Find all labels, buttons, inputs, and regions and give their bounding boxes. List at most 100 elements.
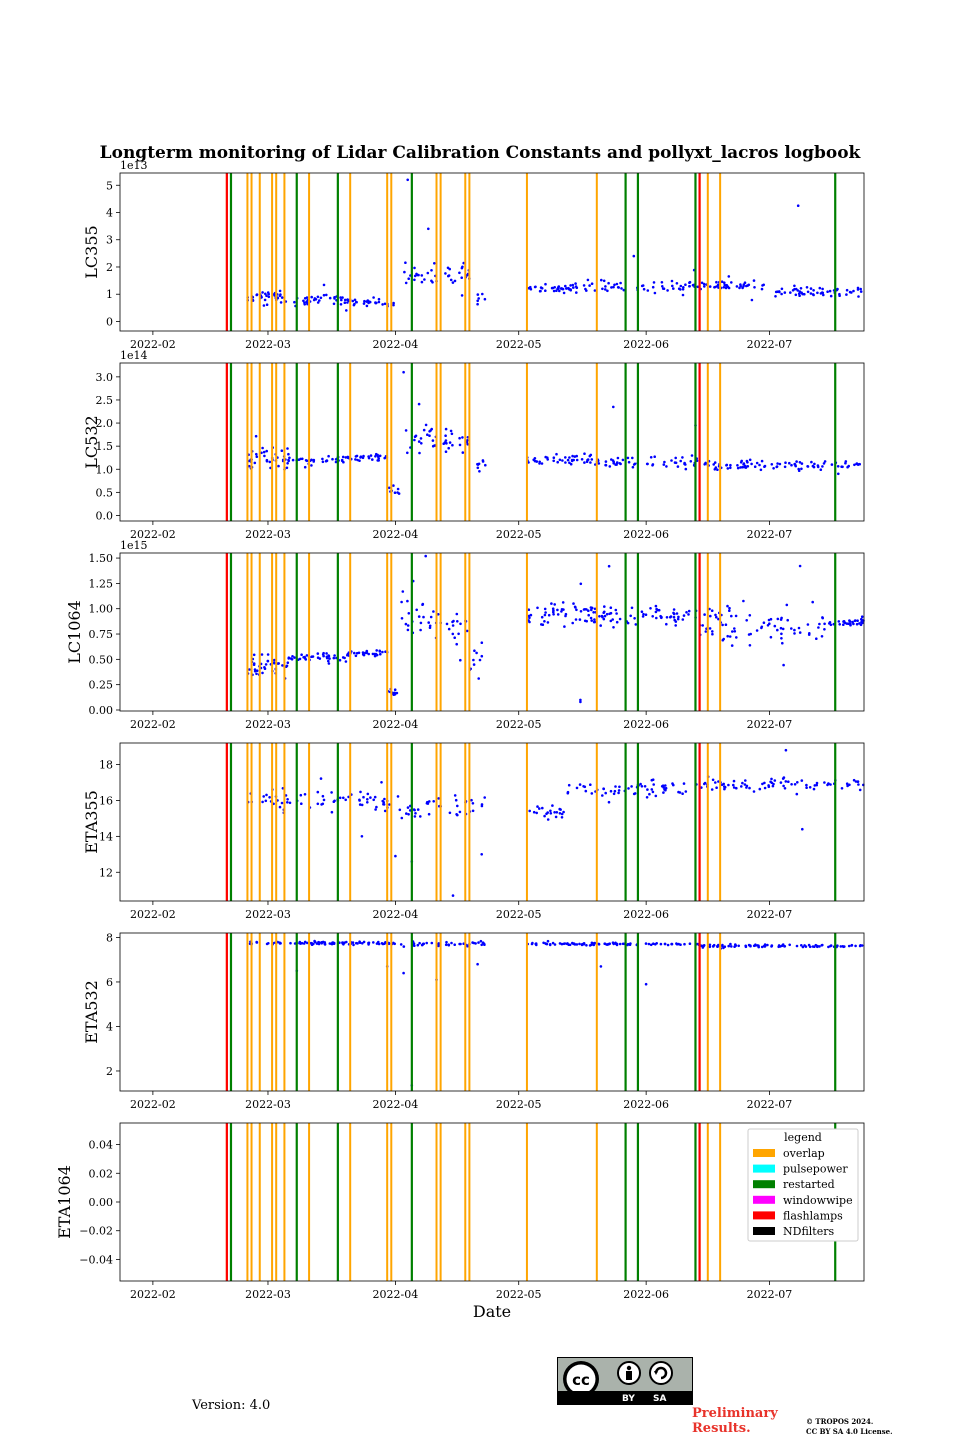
data-point	[760, 287, 764, 291]
data-point	[809, 287, 813, 290]
data-point	[453, 279, 457, 283]
data-point	[790, 627, 793, 630]
data-point	[300, 941, 304, 945]
data-point	[679, 288, 682, 291]
data-point	[770, 463, 774, 466]
data-point	[375, 649, 379, 652]
data-point	[312, 942, 315, 946]
data-point	[553, 811, 556, 814]
data-point	[716, 468, 719, 472]
data-point	[284, 665, 288, 668]
data-point	[268, 460, 272, 464]
y-tick-label: 1.0	[96, 463, 114, 476]
data-point	[558, 289, 561, 293]
data-point	[377, 297, 381, 301]
data-point	[415, 608, 419, 612]
data-point	[554, 815, 558, 819]
y-offset-label: 1e15	[120, 539, 148, 552]
data-point	[745, 784, 749, 788]
data-point	[330, 791, 333, 794]
data-point	[573, 455, 577, 458]
data-point	[648, 792, 651, 796]
data-point	[429, 615, 433, 619]
data-point	[582, 284, 586, 287]
data-point	[538, 462, 541, 465]
data-point	[593, 618, 596, 621]
y-tick-label: 2	[106, 1065, 113, 1078]
data-point	[722, 782, 725, 786]
data-point	[343, 298, 347, 302]
data-point	[809, 292, 813, 295]
data-point	[338, 796, 342, 800]
data-point	[341, 296, 344, 299]
data-point	[612, 942, 615, 946]
data-point	[615, 620, 619, 624]
panel-eta355: 12 14 16 18 2022-02 2022-03 2022-04 2022-05 2022…	[82, 742, 865, 921]
data-point	[600, 278, 603, 282]
data-point	[356, 942, 359, 945]
data-point	[798, 564, 802, 568]
data-point	[711, 778, 715, 782]
data-point	[455, 813, 458, 816]
data-point	[367, 455, 370, 458]
data-point	[416, 943, 420, 947]
data-point	[712, 463, 715, 466]
cc-license-badge[interactable]: cc BY SA	[557, 1357, 693, 1405]
data-point	[417, 440, 421, 443]
data-point	[758, 463, 761, 467]
data-point	[610, 286, 613, 289]
data-point	[579, 698, 582, 702]
data-point	[749, 632, 752, 636]
data-point	[842, 945, 845, 949]
data-point	[669, 615, 673, 618]
data-point	[331, 457, 334, 461]
data-point	[684, 283, 687, 287]
data-point	[571, 454, 574, 458]
x-tick-label: 2022-04	[373, 528, 419, 541]
data-point	[847, 944, 851, 948]
data-point	[465, 273, 469, 277]
data-point	[605, 612, 609, 616]
data-point	[303, 793, 307, 796]
data-point	[556, 287, 559, 291]
data-point	[750, 462, 753, 466]
data-point	[603, 610, 606, 614]
data-point	[571, 283, 575, 287]
data-point	[749, 944, 752, 947]
data-point	[821, 616, 824, 620]
x-tick-label: 2022-05	[496, 1098, 542, 1111]
data-point	[580, 458, 584, 461]
data-point	[640, 785, 644, 788]
data-point	[316, 802, 320, 806]
x-tick-label: 2022-04	[373, 908, 419, 921]
data-point	[383, 302, 387, 306]
data-point	[659, 942, 663, 946]
data-point	[430, 279, 433, 283]
data-point	[741, 465, 744, 469]
x-tick-label: 2022-07	[747, 338, 793, 351]
data-point	[413, 815, 417, 818]
cc-by-label: BY	[622, 1394, 635, 1404]
data-point	[857, 295, 860, 298]
legend-label: overlap	[783, 1147, 825, 1160]
data-point	[744, 779, 747, 782]
x-tick-label: 2022-02	[130, 1288, 176, 1301]
data-point	[784, 780, 788, 783]
data-point	[460, 294, 464, 297]
data-point	[430, 941, 434, 945]
data-point	[758, 787, 762, 791]
data-point	[618, 942, 622, 946]
data-point	[264, 663, 268, 666]
data-point	[278, 294, 282, 298]
data-point	[798, 461, 802, 464]
data-point	[744, 466, 748, 469]
data-point	[333, 297, 336, 300]
data-point	[316, 790, 320, 794]
data-point	[327, 654, 331, 658]
y-tick-label: 1.5	[96, 440, 114, 453]
data-point	[433, 262, 436, 265]
cc-sa-label: SA	[653, 1394, 667, 1404]
y-axis-label: ETA1064	[55, 1165, 74, 1239]
data-point	[725, 464, 728, 467]
legend-swatch	[753, 1180, 775, 1189]
